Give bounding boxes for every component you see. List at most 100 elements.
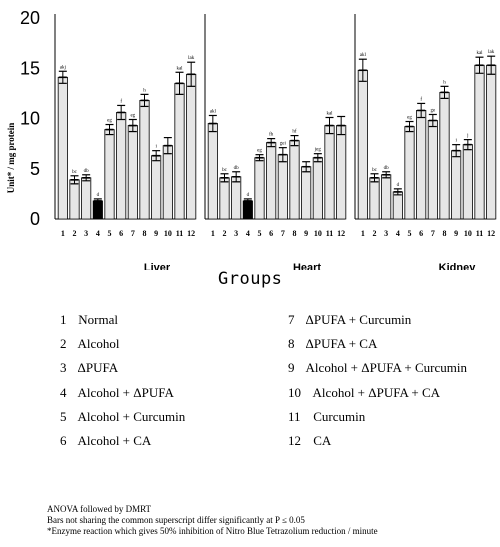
x-tick-label: 7: [131, 229, 135, 238]
bar: [451, 150, 462, 220]
error-bar: [382, 171, 391, 179]
bar-superscript: eg: [130, 114, 135, 119]
legend-item-label: Alcohol: [77, 336, 120, 352]
bar: [336, 125, 347, 220]
bar: [219, 177, 230, 220]
legend-item-number: 11: [288, 408, 301, 424]
bar: [81, 177, 92, 220]
x-tick-label: 4: [246, 229, 250, 238]
error-bar: [163, 136, 172, 155]
x-tick-label: 10: [314, 229, 322, 238]
bar-superscript: db: [84, 169, 90, 174]
bar: [231, 176, 242, 220]
x-tick-label: 7: [431, 229, 435, 238]
error-bar: [82, 174, 91, 182]
legend-item-label: Alcohol + CA: [77, 432, 152, 448]
bar-superscript: kal: [326, 111, 333, 116]
x-tick-label: 8: [293, 229, 297, 238]
x-tick-label: 12: [337, 229, 345, 238]
x-tick-label: 9: [454, 229, 458, 238]
bar: [416, 110, 427, 220]
legend-item: 2 Alcohol: [60, 336, 185, 360]
y-tick-label: 0: [30, 209, 40, 229]
x-tick-label: 2: [223, 229, 227, 238]
y-axis-label: Unit* / mg protein: [6, 123, 16, 194]
bar: [242, 200, 253, 220]
bar-superscript: akl: [360, 53, 367, 58]
legend-item: 8 ΔPUFA + CA: [288, 336, 467, 360]
bar: [207, 123, 218, 220]
bar-superscript: jeg: [314, 148, 322, 153]
legend-item-label: Normal: [78, 312, 118, 327]
legend-item-number: 6: [60, 432, 67, 448]
error-bar: [58, 70, 67, 84]
bar-superscript: kal: [176, 66, 183, 71]
bar: [474, 64, 485, 220]
error-bar: [105, 123, 114, 136]
bar: [289, 140, 300, 220]
error-bar: [152, 150, 161, 162]
x-tick-label: 5: [108, 229, 112, 238]
bar: [404, 126, 415, 220]
legend-item-number: 7: [288, 312, 295, 327]
error-bar: [220, 173, 229, 183]
legend-item: 10 Alcohol + ΔPUFA + CA: [288, 385, 467, 409]
bar-superscript: d: [247, 193, 250, 198]
panel-label: Heart: [293, 262, 321, 270]
legend-item-label: CA: [313, 432, 332, 448]
legend-item: 5 Alcohol + Curcumin: [60, 409, 185, 433]
error-bar: [278, 147, 287, 163]
bar-superscript: fh: [269, 133, 274, 138]
error-bar: [358, 58, 367, 82]
bar: [57, 76, 68, 220]
bar-superscript: h: [143, 88, 146, 93]
legend-item: 4 Alcohol + ΔPUFA: [60, 385, 185, 409]
bar-superscript: h: [443, 80, 446, 85]
legend-item: 1 Normal: [60, 312, 185, 336]
x-tick-label: 1: [211, 229, 215, 238]
bar: [392, 191, 403, 220]
bar-superscript: bc: [372, 168, 378, 173]
error-bar: [232, 171, 241, 183]
error-bar: [417, 102, 426, 119]
y-axis-ticks: 0 5 10 15 20: [20, 8, 40, 229]
error-bar: [428, 113, 437, 128]
bar: [312, 157, 323, 220]
bar-superscript: f: [420, 97, 422, 102]
bar: [254, 157, 265, 220]
x-tick-label: 9: [304, 229, 308, 238]
y-tick-label: 15: [20, 58, 40, 78]
legend-item-label: ΔPUFA + CA: [305, 336, 378, 352]
bar: [439, 91, 450, 220]
error-bar: [393, 188, 402, 196]
bar: [162, 145, 173, 220]
error-bar: [267, 138, 276, 148]
bar: [301, 166, 312, 220]
legend-left: 1 Normal 2 Alcohol 3 ΔPUFA 4 Alcohol + ΔPUF…: [60, 312, 185, 457]
bar: [151, 155, 162, 220]
error-bar: [128, 118, 137, 133]
error-bar: [255, 154, 264, 162]
x-axis-title: Groups: [218, 269, 283, 289]
x-tick-label: 10: [164, 229, 172, 238]
panel-liver: akj 1 bc 2 db 3 d 4 eg 5 f 6 eg 7 h 8 i 9 10 kal 11 lak 12 Live…: [54, 14, 197, 270]
legend-item: 7 ΔPUFA + Curcumin: [288, 312, 467, 336]
error-bar: [175, 71, 184, 95]
footnotes: ANOVA followed by DMRT Bars not sharing …: [47, 504, 378, 537]
x-tick-label: 3: [234, 229, 238, 238]
y-tick-label: 5: [30, 159, 40, 179]
legend-item: 6 Alcohol + CA: [60, 433, 185, 457]
legend-item-label: Alcohol + ΔPUFA: [77, 384, 174, 400]
x-tick-label: 4: [396, 229, 400, 238]
error-bar: [243, 198, 252, 204]
bar: [277, 154, 288, 220]
error-bar: [405, 120, 414, 133]
legend-item-number: 5: [60, 408, 67, 424]
x-tick-label: 8: [443, 229, 447, 238]
error-bar: [463, 139, 472, 151]
error-bar: [325, 116, 334, 135]
bar-superscript: akj: [60, 65, 66, 70]
x-tick-label: 3: [384, 229, 388, 238]
error-bar: [337, 115, 346, 136]
error-bar: [208, 114, 217, 133]
